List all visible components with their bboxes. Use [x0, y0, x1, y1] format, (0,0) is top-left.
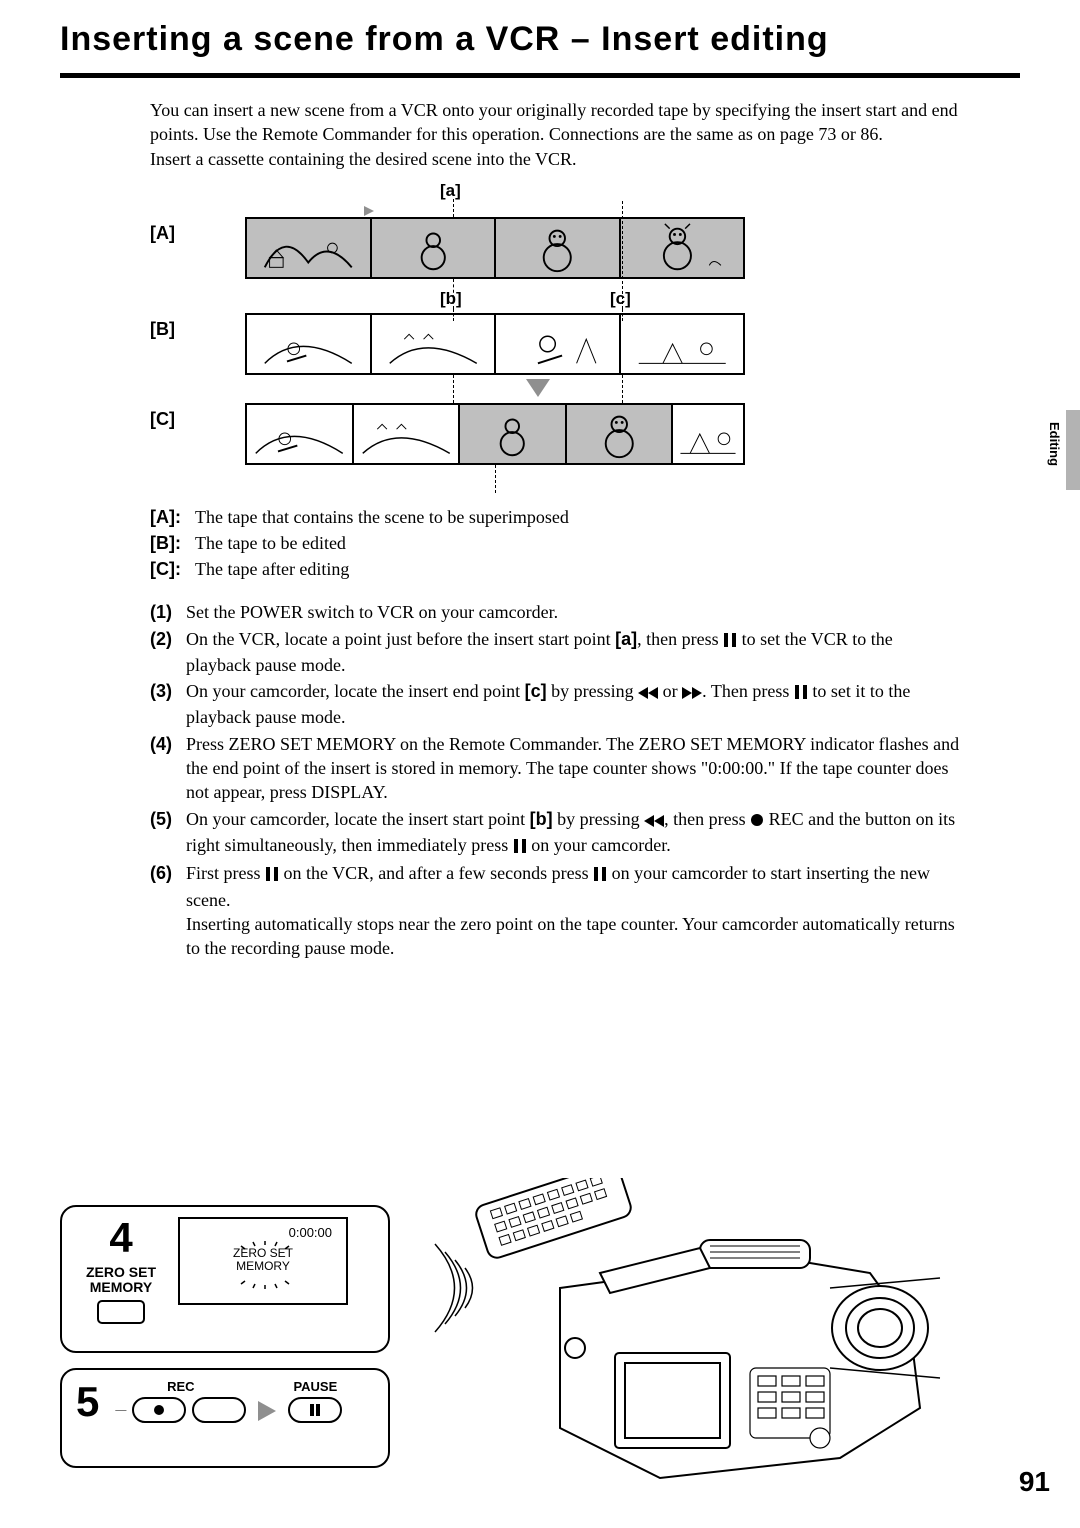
rec-button-2[interactable]: [192, 1397, 246, 1423]
row-label-b: [B]: [150, 319, 175, 340]
legend-key-a: [A]:: [150, 504, 195, 530]
counter-value: 0:00:00: [289, 1225, 332, 1240]
dash-b2: [622, 309, 623, 321]
callout-number-5: 5: [76, 1381, 99, 1423]
filmstrip-a: [245, 217, 745, 279]
cell: [621, 315, 744, 373]
step-body: On your camcorder, locate the insert sta…: [186, 807, 960, 860]
page-title: Inserting a scene from a VCR – Insert ed…: [60, 20, 1020, 59]
row-label-c: [C]: [150, 409, 175, 430]
legend: [A]:The tape that contains the scene to …: [150, 504, 960, 582]
step-4: (4) Press ZERO SET MEMORY on the Remote …: [150, 732, 960, 805]
step-num: (1): [150, 600, 186, 624]
step-num: (3): [150, 679, 186, 730]
rewind-icon: [638, 681, 658, 705]
pause-icon: [265, 863, 279, 887]
step-6: (6) First press on the VCR, and after a …: [150, 861, 960, 960]
legend-val-c: The tape after editing: [195, 556, 349, 582]
rec-label: REC: [115, 1380, 246, 1394]
legend-key-c: [C]:: [150, 556, 195, 582]
tape-diagram: [a] [A] [b] [c] [B]: [150, 181, 960, 496]
filmstrip-b: [245, 313, 745, 375]
cell: [372, 315, 497, 373]
cell: [247, 315, 372, 373]
intro-p2: Insert a cassette containing the desired…: [150, 147, 960, 171]
legend-val-b: The tape to be edited: [195, 530, 346, 556]
marker-b: [b]: [440, 289, 462, 309]
step-body: On the VCR, locate a point just before t…: [186, 627, 960, 678]
marker-a: [a]: [440, 181, 461, 201]
step-num: (2): [150, 627, 186, 678]
title-divider: [60, 73, 1020, 78]
step-2: (2) On the VCR, locate a point just befo…: [150, 627, 960, 678]
row-label-a: [A]: [150, 223, 175, 244]
rec-button[interactable]: [132, 1397, 186, 1423]
cell: [354, 405, 461, 463]
cell: [673, 405, 743, 463]
legend-val-a: The tape that contains the scene to be s…: [195, 504, 569, 530]
arrow-play-a: [364, 206, 374, 216]
zero-set-memory-button[interactable]: [97, 1300, 145, 1324]
dash-b1: [453, 309, 454, 321]
arrow-right-icon: [258, 1401, 276, 1421]
dash-bc2: [622, 375, 623, 403]
step-1: (1) Set the POWER switch to VCR on your …: [150, 600, 960, 624]
cell: [496, 219, 621, 277]
step-num: (5): [150, 807, 186, 860]
screen-line-1: ZERO SET: [233, 1246, 293, 1260]
intro-text: You can insert a new scene from a VCR on…: [150, 98, 960, 171]
pause-icon: [794, 681, 808, 705]
cell: [247, 219, 372, 277]
pause-icon: [308, 1403, 322, 1417]
step-body: First press on the VCR, and after a few …: [186, 861, 960, 960]
step-body: Set the POWER switch to VCR on your camc…: [186, 600, 960, 624]
marker-c: [c]: [610, 289, 631, 309]
step-body: On your camcorder, locate the insert end…: [186, 679, 960, 730]
steps-list: (1) Set the POWER switch to VCR on your …: [150, 600, 960, 960]
zsm-label-1: ZERO SET: [86, 1264, 156, 1280]
dash-end: [495, 465, 496, 493]
callout-number-4: 4: [109, 1217, 132, 1259]
step-num: (4): [150, 732, 186, 805]
callout-box-4: 4 ZERO SET MEMORY 0:00:00 ZER: [60, 1205, 390, 1353]
step-num: (6): [150, 861, 186, 960]
cell: [372, 219, 497, 277]
cell: [621, 219, 744, 277]
lcd-screen: 0:00:00 ZERO SET MEMORY: [178, 1217, 348, 1305]
dash-bc1: [453, 375, 454, 403]
pause-button[interactable]: [288, 1397, 342, 1423]
rewind-icon: [644, 809, 664, 833]
screen-line-2: MEMORY: [236, 1259, 290, 1273]
zsm-label-2: MEMORY: [90, 1279, 152, 1295]
filmstrip-c: [245, 403, 745, 465]
arrow-down-icon: [526, 379, 550, 397]
record-dot-icon: [154, 1405, 164, 1415]
camcorder-illustration: [400, 1178, 960, 1488]
page-number: 91: [1019, 1466, 1050, 1498]
side-section-label: Editing: [1047, 422, 1062, 466]
pause-label: PAUSE: [288, 1380, 342, 1394]
record-dot-icon: [750, 809, 764, 833]
cell: [247, 405, 354, 463]
pause-icon: [723, 629, 737, 653]
pause-icon: [593, 863, 607, 887]
step-3: (3) On your camcorder, locate the insert…: [150, 679, 960, 730]
fastforward-icon: [682, 681, 702, 705]
cell: [567, 405, 674, 463]
cell: [460, 405, 567, 463]
callout-box-5: 5 REC — PAUSE: [60, 1368, 390, 1468]
step-body: Press ZERO SET MEMORY on the Remote Comm…: [186, 732, 960, 805]
step-5: (5) On your camcorder, locate the insert…: [150, 807, 960, 860]
dash-a: [453, 199, 454, 217]
pause-icon: [513, 835, 527, 859]
intro-p1: You can insert a new scene from a VCR on…: [150, 98, 960, 147]
cell: [496, 315, 621, 373]
legend-key-b: [B]:: [150, 530, 195, 556]
side-tab: [1066, 410, 1080, 490]
